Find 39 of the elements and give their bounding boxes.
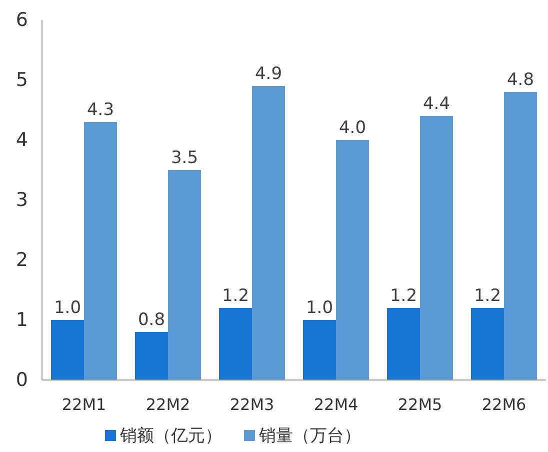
bar bbox=[504, 92, 537, 380]
bar bbox=[84, 122, 117, 380]
data-label: 4.9 bbox=[254, 64, 282, 84]
data-label: 4.0 bbox=[338, 118, 366, 138]
x-tick-label: 22M1 bbox=[62, 395, 106, 414]
data-label: 1.2 bbox=[474, 286, 502, 306]
y-tick-label: 5 bbox=[16, 69, 28, 91]
y-tick-label: 0 bbox=[16, 369, 28, 391]
bar bbox=[219, 308, 252, 380]
x-tick-label: 22M6 bbox=[482, 395, 526, 414]
bar bbox=[51, 320, 84, 380]
data-label: 4.8 bbox=[506, 70, 534, 90]
data-label: 3.5 bbox=[170, 148, 198, 168]
data-label: 1.0 bbox=[54, 298, 82, 318]
bar bbox=[471, 308, 504, 380]
legend-label: 销量（万台） bbox=[258, 426, 361, 446]
bar bbox=[252, 86, 285, 380]
y-tick-label: 4 bbox=[16, 129, 28, 151]
data-label: 1.2 bbox=[390, 286, 418, 306]
bar bbox=[135, 332, 168, 380]
bar bbox=[336, 140, 369, 380]
bar bbox=[420, 116, 453, 380]
x-tick-label: 22M4 bbox=[314, 395, 358, 414]
data-label: 4.3 bbox=[86, 100, 114, 120]
data-label: 1.0 bbox=[306, 298, 334, 318]
bar bbox=[168, 170, 201, 380]
data-label: 4.4 bbox=[422, 94, 450, 114]
bar bbox=[303, 320, 336, 380]
x-tick-label: 22M5 bbox=[398, 395, 442, 414]
y-tick-label: 3 bbox=[16, 189, 28, 211]
data-label: 0.8 bbox=[138, 310, 166, 330]
x-tick-label: 22M2 bbox=[146, 395, 190, 414]
x-tick-label: 22M3 bbox=[230, 395, 274, 414]
bar bbox=[387, 308, 420, 380]
data-label: 1.2 bbox=[222, 286, 250, 306]
y-tick-label: 6 bbox=[16, 9, 28, 31]
legend-label: 销额（亿元） bbox=[119, 426, 222, 446]
y-tick-label: 2 bbox=[16, 249, 28, 271]
y-tick-label: 1 bbox=[16, 309, 28, 331]
